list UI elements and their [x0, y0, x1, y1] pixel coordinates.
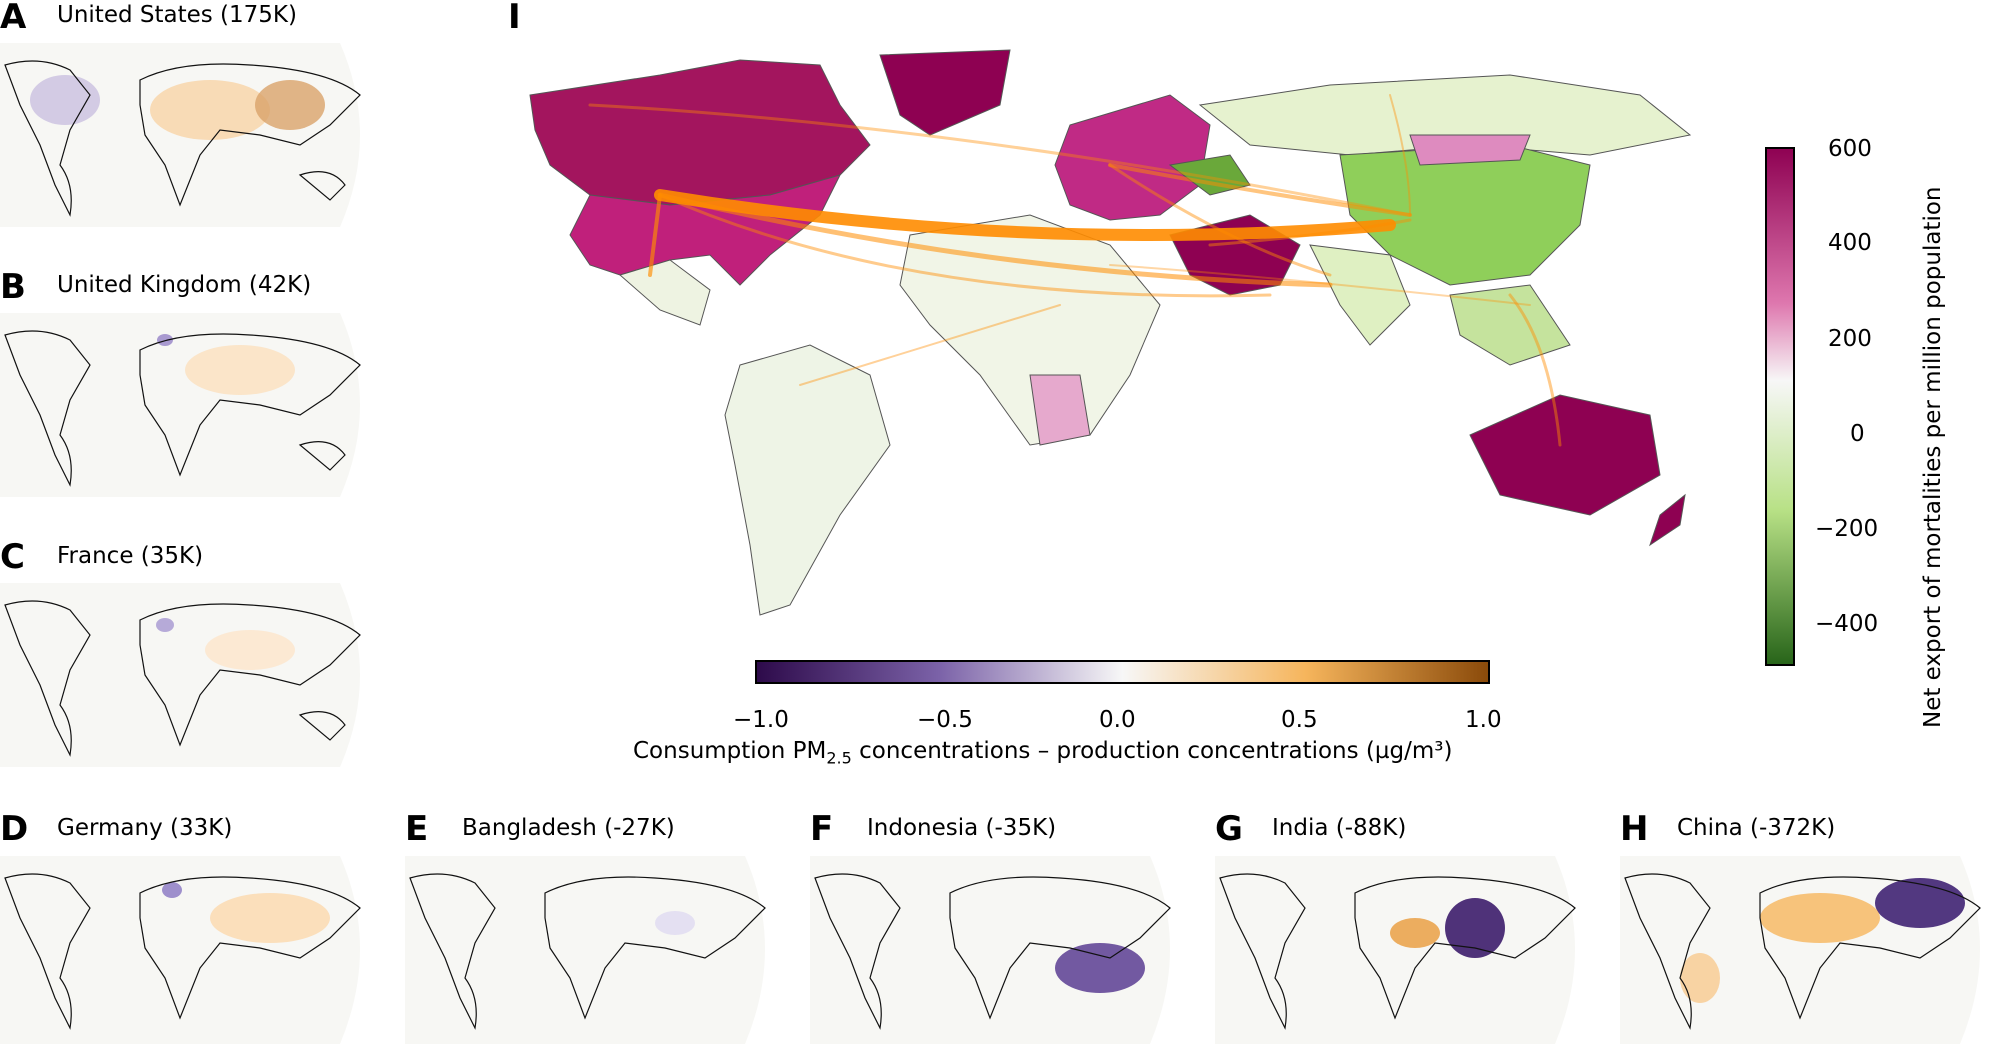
panel-letter-g: G [1215, 809, 1243, 849]
vcolorbar-tick-400: 400 [1828, 230, 1872, 256]
minimap-united-kingdom [0, 313, 361, 497]
panel-title-f: Indonesia (-35K) [867, 815, 1057, 841]
vcolorbar-tick-200: 200 [1828, 326, 1872, 352]
hcolorbar-label: Consumption PM2.5 concentrations – produ… [633, 738, 1452, 768]
minimap-china [1620, 856, 1981, 1044]
region-mexico [618, 259, 711, 326]
main-world-map [529, 49, 1692, 616]
vertical-colorbar [1765, 147, 1795, 666]
minimap-indonesia [810, 856, 1171, 1044]
panel-letter-h: H [1620, 809, 1649, 849]
hcolorbar-label-rest: concentrations – production concentratio… [851, 738, 1453, 764]
region-australia [1469, 394, 1661, 516]
panel-title-d: Germany (33K) [57, 815, 233, 841]
flow-arrows [588, 94, 1562, 447]
horizontal-colorbar [755, 660, 1490, 684]
region-russia [1198, 74, 1692, 156]
minimap-france [0, 583, 361, 767]
minimap-germany [0, 856, 361, 1044]
hcolorbar-tick-2: 0.0 [1099, 707, 1136, 733]
region-se-asia [1449, 284, 1571, 366]
panel-letter-a: A [0, 0, 27, 37]
hcolorbar-label-sub: 2.5 [826, 748, 852, 768]
hcolorbar-tick-0: −1.0 [733, 707, 789, 733]
vcolorbar-label: Net export of mortalities per million po… [1920, 186, 1946, 729]
hcolorbar-tick-4: 1.0 [1465, 707, 1502, 733]
panel-letter-e: E [405, 809, 429, 849]
panel-title-c: France (35K) [57, 543, 204, 569]
hcolorbar-tick-3: 0.5 [1281, 707, 1318, 733]
vcolorbar-tick-neg400: −400 [1815, 611, 1879, 637]
region-europe [1054, 94, 1211, 221]
hcolorbar-label-main: Consumption PM [633, 738, 827, 764]
region-greenland [879, 49, 1011, 136]
panel-letter-c: C [0, 537, 25, 577]
vcolorbar-tick-600: 600 [1828, 136, 1872, 162]
region-mongolia [1409, 134, 1531, 166]
region-south-america [724, 344, 891, 616]
hcolorbar-tick-1: −0.5 [917, 707, 973, 733]
flow-us-china [654, 189, 1396, 241]
region-southern-africa [1029, 374, 1091, 446]
region-india [1309, 244, 1411, 346]
region-new-zealand [1649, 493, 1686, 547]
region-united-states [569, 174, 841, 286]
panel-title-a: United States (175K) [57, 2, 297, 28]
vcolorbar-tick-neg200: −200 [1815, 516, 1879, 542]
panel-letter-i: I [508, 0, 521, 37]
minimap-bangladesh [405, 856, 766, 1044]
minimap-india [1215, 856, 1576, 1044]
panel-letter-d: D [0, 809, 29, 849]
panel-title-g: India (-88K) [1272, 815, 1407, 841]
panel-title-e: Bangladesh (-27K) [462, 815, 675, 841]
panel-letter-f: F [810, 809, 834, 849]
panel-title-b: United Kingdom (42K) [57, 272, 312, 298]
minimap-united-states [0, 43, 361, 227]
vcolorbar-tick-0: 0 [1850, 421, 1865, 447]
panel-letter-b: B [0, 267, 26, 307]
panel-title-h: China (-372K) [1677, 815, 1836, 841]
